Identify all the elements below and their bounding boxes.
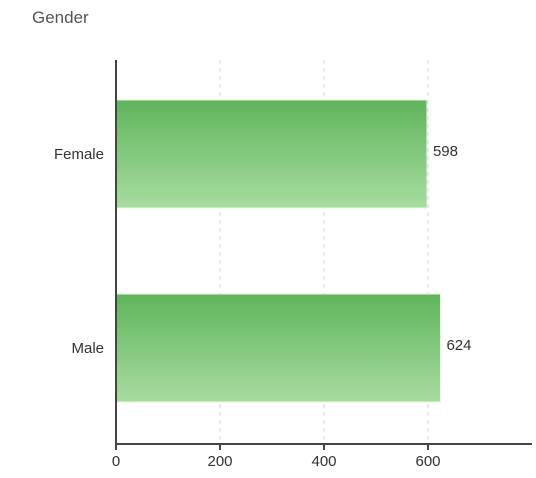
category-label-male: Male bbox=[71, 340, 104, 357]
data-label-female: 598 bbox=[433, 143, 458, 160]
x-tick-label-0: 0 bbox=[112, 453, 120, 470]
axes bbox=[115, 60, 532, 450]
labels: Female 598 Male 624 0 200 400 600 bbox=[54, 143, 472, 470]
bar-male bbox=[115, 293, 441, 403]
x-tick-label-200: 200 bbox=[207, 453, 232, 470]
bars bbox=[115, 99, 441, 403]
data-label-male: 624 bbox=[446, 337, 471, 354]
x-tick-label-600: 600 bbox=[415, 453, 440, 470]
chart-title: Gender bbox=[32, 8, 89, 27]
x-tick-label-400: 400 bbox=[311, 453, 336, 470]
category-label-female: Female bbox=[54, 146, 104, 163]
bar-female bbox=[115, 99, 428, 209]
